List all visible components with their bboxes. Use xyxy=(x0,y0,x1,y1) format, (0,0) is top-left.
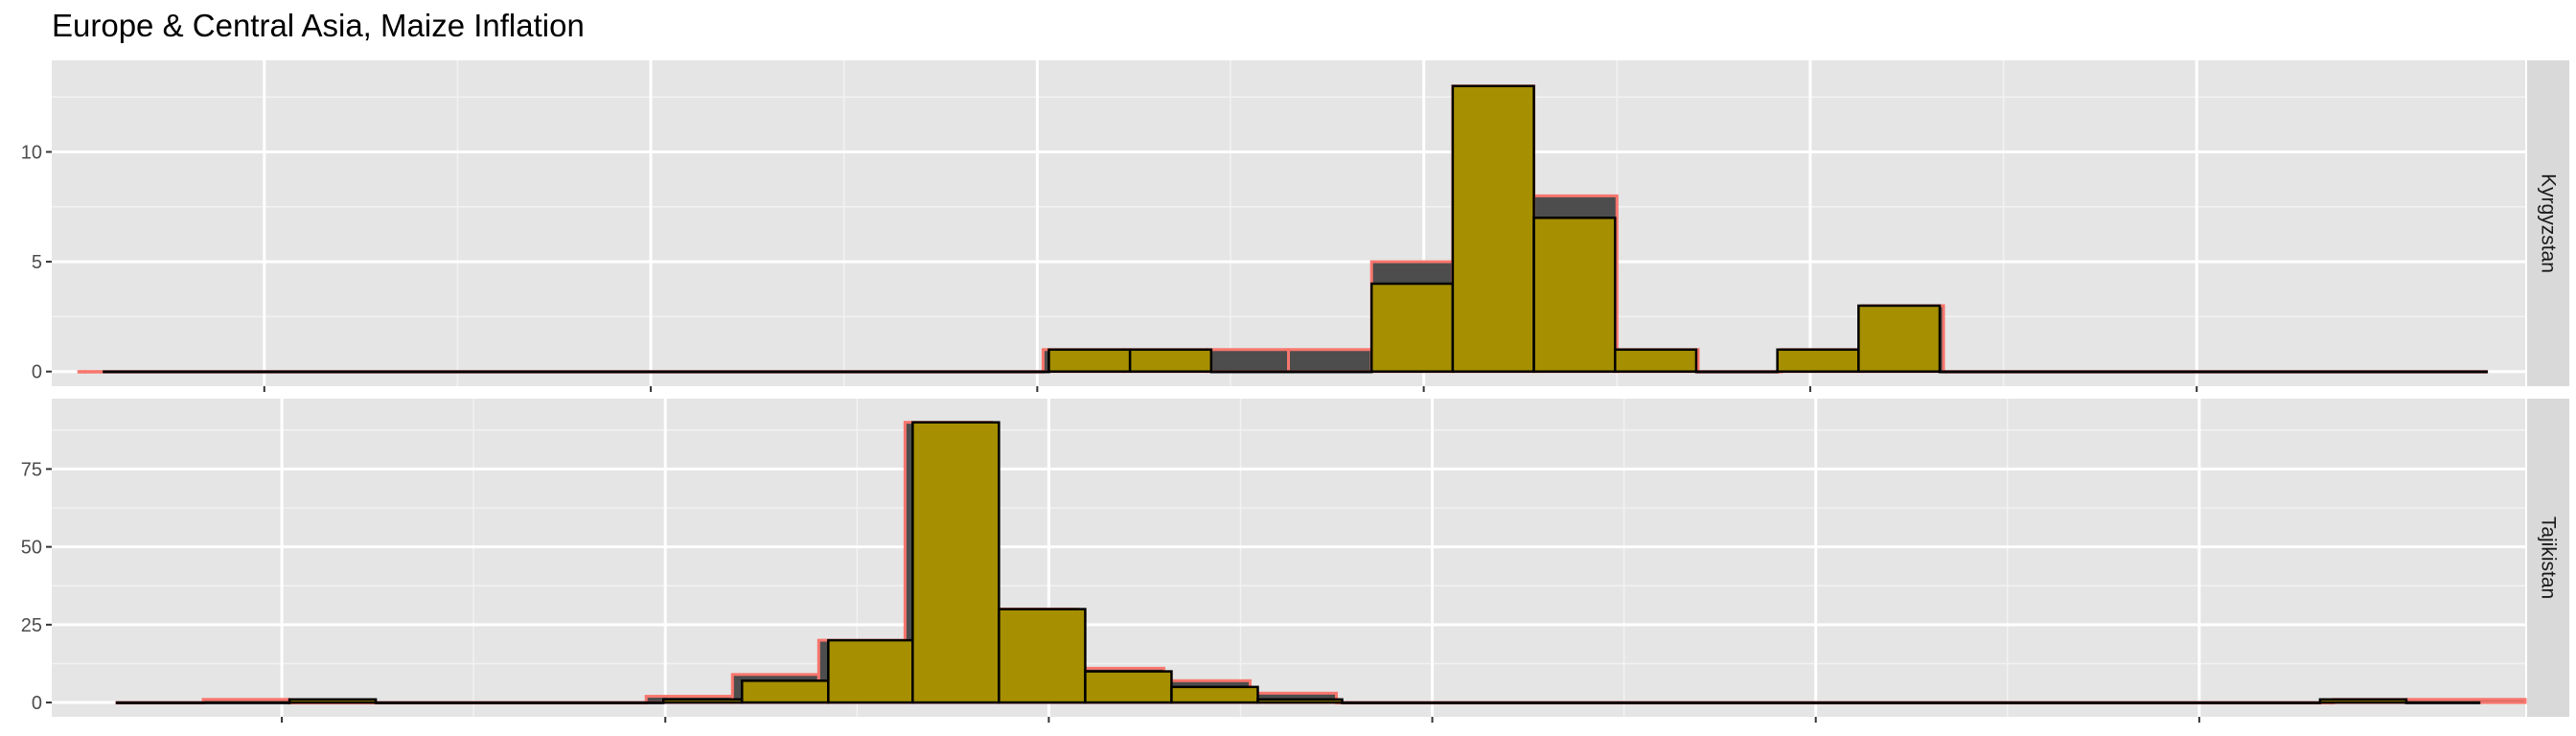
facet-strip xyxy=(2527,60,2569,386)
histogram-bar xyxy=(1170,685,1259,704)
y-tick-label: 0 xyxy=(32,693,42,714)
histogram-bar xyxy=(1209,370,1294,374)
facet-strip-label: Tajikistan xyxy=(2538,517,2560,599)
histogram-bar xyxy=(1047,348,1132,373)
panel-background xyxy=(52,60,2525,386)
histogram-bar xyxy=(1857,304,1942,373)
facet-strip xyxy=(2527,399,2569,717)
histogram-bar xyxy=(1614,348,1698,373)
panel-background xyxy=(52,399,2525,717)
histogram-bar xyxy=(741,679,830,704)
y-tick-label: 75 xyxy=(21,459,42,480)
histogram-bar xyxy=(288,698,378,704)
histogram-bar xyxy=(103,370,1050,374)
histogram-bar xyxy=(1776,348,1860,373)
histogram-bar xyxy=(1256,698,1344,704)
y-tick-label: 50 xyxy=(21,538,42,559)
histogram-bar xyxy=(1369,282,1455,373)
histogram-bar xyxy=(1084,670,1173,704)
histogram-bar xyxy=(115,701,291,704)
histogram-bar xyxy=(661,698,744,704)
histogram-bar xyxy=(1938,370,2488,374)
histogram-bar xyxy=(827,638,914,704)
histogram-bar xyxy=(374,701,665,704)
histogram-bar xyxy=(911,421,1000,704)
chart-title: Europe & Central Asia, Maize Inflation xyxy=(52,8,585,43)
histogram-bar xyxy=(2318,698,2408,704)
y-tick-label: 0 xyxy=(32,362,42,383)
histogram-bar-back xyxy=(1206,348,1290,374)
facet-strip-label: Kyrgyzstan xyxy=(2538,173,2560,273)
histogram-bar xyxy=(1291,370,1373,374)
histogram-bar xyxy=(1341,701,2322,704)
histogram-bar xyxy=(1128,348,1213,373)
histogram-bar xyxy=(2404,701,2481,704)
histogram-bar xyxy=(1451,84,1535,373)
y-tick-label: 5 xyxy=(32,252,42,273)
histogram-bar-back xyxy=(1287,348,1373,374)
y-tick-label: 25 xyxy=(21,615,42,636)
y-tick-label: 10 xyxy=(21,143,42,164)
histogram-bar xyxy=(1694,370,1779,374)
histogram-bar xyxy=(998,608,1087,704)
histogram-bar xyxy=(1532,217,1617,373)
